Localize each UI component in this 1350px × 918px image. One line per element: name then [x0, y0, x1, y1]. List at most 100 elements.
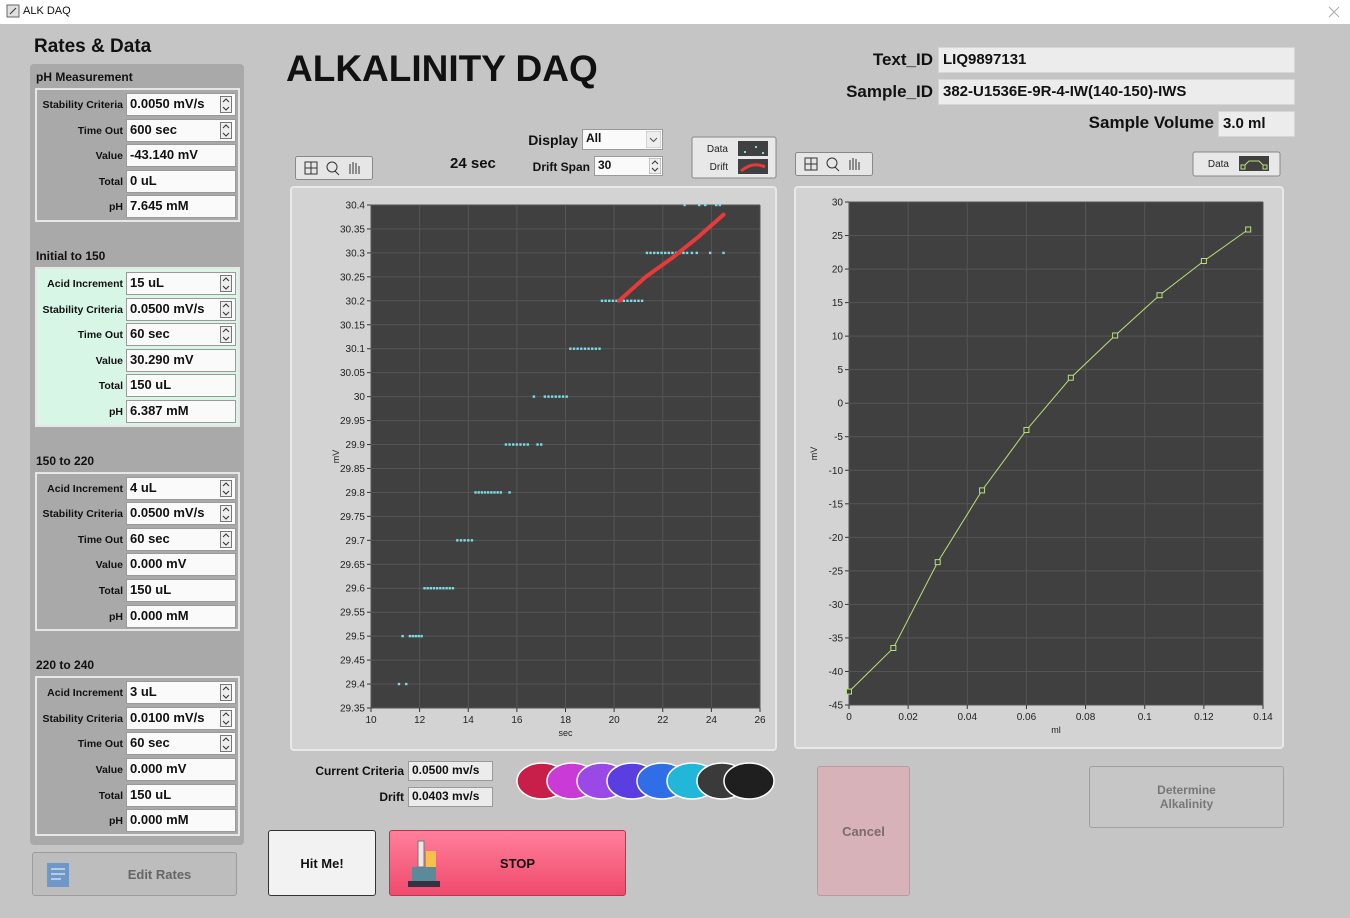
sample-id-value: 382-U1536E-9R-4-IW(140-150)-IWS	[938, 79, 1295, 105]
legend-swatch	[744, 151, 746, 153]
current-criteria-value: 0.0500 mv/s	[408, 761, 493, 781]
plot-area	[849, 202, 1263, 705]
spinner[interactable]	[220, 684, 232, 702]
data-point	[1112, 332, 1119, 339]
x-axis-label: sec	[558, 728, 573, 738]
stop-button[interactable]: STOP	[389, 830, 626, 896]
field-input[interactable]: 0.0050 mV/s	[126, 93, 236, 116]
section-title: 150 to 220	[36, 453, 95, 468]
sidebar-title: Rates & Data	[34, 36, 152, 57]
y-tick-label: 29.45	[340, 656, 365, 667]
field-label: Total	[98, 584, 123, 597]
field-input[interactable]: 4 uL	[126, 476, 236, 500]
edit-rates-button[interactable]: Edit Rates	[32, 852, 237, 896]
data-point	[569, 347, 572, 350]
field-label: pH	[109, 201, 123, 214]
y-tick-label: 20	[832, 265, 844, 276]
data-point	[423, 587, 426, 590]
stop-label: STOP	[499, 855, 536, 871]
field-value: 60 sec	[130, 326, 170, 342]
color-selector[interactable]	[512, 760, 776, 802]
hit-me-button[interactable]: Hit Me!	[268, 830, 376, 896]
spinner[interactable]	[649, 158, 661, 174]
edit-rates-label: Edit Rates	[127, 866, 192, 882]
determine-alkalinity-button[interactable]: Determine Alkalinity	[1089, 766, 1284, 828]
field-value: 0.000 mM	[130, 607, 189, 623]
field-input: 0.000 mV	[126, 757, 236, 781]
legend-label: Drift	[710, 162, 729, 173]
y-axis-label: mV	[331, 450, 341, 464]
field-input[interactable]: 15 uL	[126, 272, 236, 295]
data-point	[1245, 226, 1252, 233]
field-label: Stability Criteria	[42, 303, 123, 316]
data-point	[490, 491, 493, 494]
field-label: Acid Increment	[47, 482, 123, 495]
spinner[interactable]	[220, 505, 232, 523]
data-point	[512, 443, 515, 446]
data-point	[493, 491, 496, 494]
y-tick-label: 29.4	[346, 680, 366, 691]
data-point	[543, 395, 547, 398]
graph-toolbar[interactable]	[295, 156, 373, 180]
field-input[interactable]: 3 uL	[126, 681, 236, 705]
y-tick-label: 29.8	[346, 488, 366, 499]
data-point	[411, 634, 415, 638]
data-point	[591, 347, 594, 350]
field-label: Time Out	[77, 533, 123, 546]
x-tick-label: 20	[609, 715, 621, 726]
sidebar-panel: pH Measurement Stability Criteria 0.0050 m…	[30, 64, 244, 845]
y-tick-label: 30.4	[346, 201, 366, 212]
spinner[interactable]	[220, 530, 232, 548]
x-axis-label: ml	[1051, 725, 1061, 735]
spinner[interactable]	[220, 275, 232, 292]
data-point	[722, 251, 725, 255]
data-point	[1156, 292, 1163, 299]
edit-icon	[47, 863, 69, 887]
display-dropdown[interactable]: All	[582, 129, 663, 150]
spinner[interactable]	[220, 709, 232, 727]
spinner[interactable]	[220, 96, 232, 113]
field-label: Value	[95, 354, 123, 367]
y-tick-label: 29.5	[346, 632, 366, 643]
field-input[interactable]: 60 sec	[126, 732, 236, 756]
data-point	[522, 443, 526, 446]
data-point	[626, 299, 629, 303]
cancel-button[interactable]: Cancel	[817, 766, 910, 896]
y-tick-label: -5	[834, 432, 843, 443]
data-point	[499, 491, 503, 494]
spinner[interactable]	[220, 479, 232, 497]
data-point	[486, 491, 490, 494]
close-button[interactable]	[1328, 6, 1340, 18]
field-input[interactable]: 60 sec	[126, 323, 236, 347]
data-point	[615, 299, 618, 303]
current-criteria-label: Current Criteria	[315, 764, 404, 778]
field-value: 150 uL	[130, 581, 172, 597]
hit-me-label: Hit Me!	[300, 855, 344, 871]
field-value: 4 uL	[130, 479, 157, 495]
data-point	[698, 203, 701, 207]
field-input[interactable]: 600 sec	[126, 118, 236, 142]
spinner[interactable]	[220, 735, 232, 753]
data-point	[463, 539, 466, 542]
data-point	[432, 587, 436, 590]
data-point	[683, 203, 686, 207]
field-input[interactable]: 0.0500 mV/s	[126, 502, 236, 526]
field-input[interactable]: 0.0500 mV/s	[126, 297, 236, 321]
field-value: 150 uL	[130, 377, 172, 393]
field-label: Acid Increment	[47, 687, 123, 700]
data-point	[558, 395, 561, 398]
legend-swatch	[1240, 164, 1246, 170]
spinner[interactable]	[220, 300, 232, 318]
data-point	[682, 251, 685, 255]
y-tick-label: 29.55	[340, 608, 365, 619]
field-input[interactable]: 60 sec	[126, 527, 236, 551]
drift-span-input[interactable]: 30	[594, 156, 663, 176]
field-input[interactable]: 0.0100 mV/s	[126, 706, 236, 730]
spinner[interactable]	[220, 326, 232, 344]
x-tick-label: 0.04	[958, 712, 978, 723]
data-point	[611, 299, 615, 303]
data-point	[587, 347, 590, 350]
y-tick-label: -20	[829, 533, 844, 544]
spinner[interactable]	[220, 121, 232, 139]
graph-toolbar[interactable]	[795, 152, 873, 176]
